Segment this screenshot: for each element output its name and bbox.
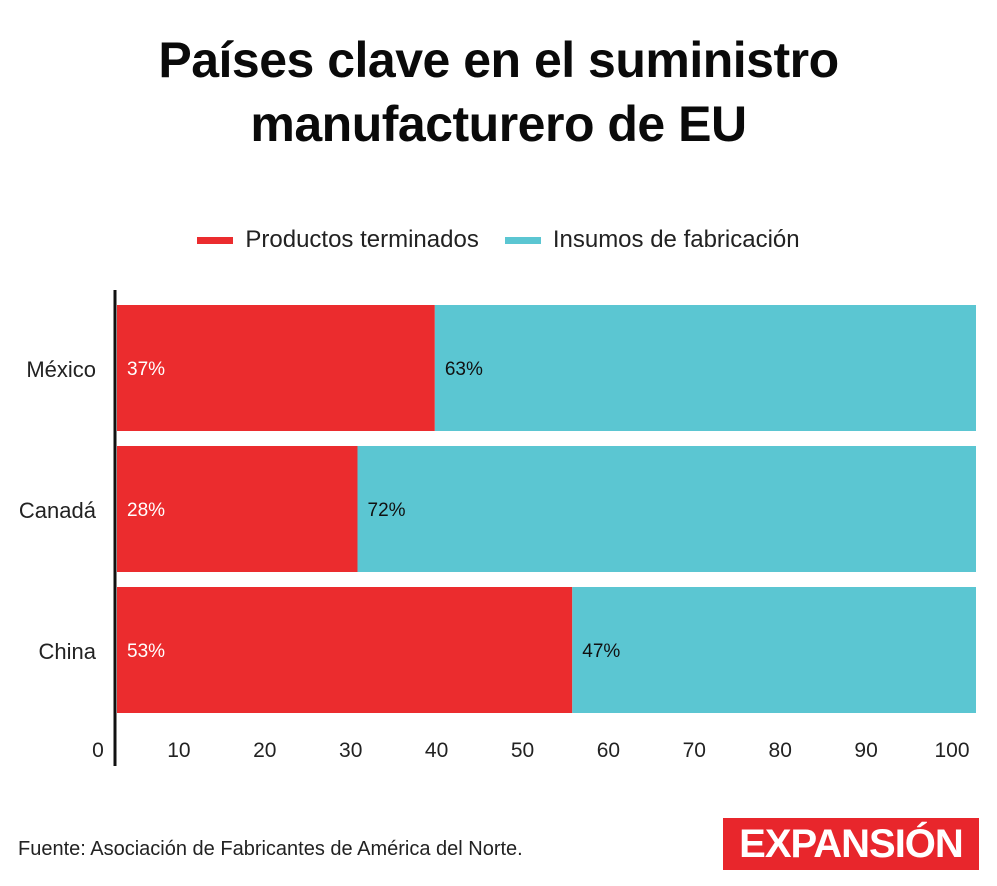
x-tick-label-8: 80 [769, 739, 792, 762]
data-label-terminados-0: 37% [127, 359, 165, 380]
legend-label-terminados: Productos terminados [245, 226, 479, 253]
bar-terminados-1 [117, 446, 358, 572]
chart-title-line-2: manufacturero de EU [250, 96, 747, 152]
data-label-insumos-0: 63% [445, 359, 483, 380]
legend-item-terminados: Productos terminados [197, 226, 479, 254]
x-tick-label-3: 30 [339, 739, 362, 762]
x-tick-label-2: 20 [253, 739, 276, 762]
category-label-0: México [26, 357, 96, 382]
chart-title-line-1: Países clave en el suministro [158, 32, 839, 88]
data-label-terminados-1: 28% [127, 500, 165, 521]
category-label-1: Canadá [19, 498, 97, 523]
x-tick-label-4: 40 [425, 739, 448, 762]
legend: Productos terminados Insumos de fabricac… [0, 222, 997, 258]
data-label-insumos-1: 72% [368, 500, 406, 521]
x-tick-label-5: 50 [511, 739, 534, 762]
x-tick-label-7: 70 [683, 739, 706, 762]
data-label-insumos-2: 47% [582, 641, 620, 662]
bar-insumos-0 [434, 305, 977, 431]
expansion-logo: EXPANSIÓN [723, 818, 979, 870]
legend-item-insumos: Insumos de fabricación [504, 226, 800, 254]
legend-label-insumos: Insumos de fabricación [552, 226, 800, 253]
x-tick-label-1: 10 [167, 739, 190, 762]
x-tick-label-9: 90 [854, 739, 877, 762]
x-tick-label-6: 60 [597, 739, 620, 762]
category-label-2: China [39, 639, 97, 664]
chart-title: Países clave en el suministro manufactur… [0, 28, 997, 156]
legend-swatch-insumos [504, 236, 541, 244]
legend-swatch-terminados [197, 236, 234, 244]
bar-insumos-2 [572, 587, 976, 713]
data-label-terminados-2: 53% [127, 641, 165, 662]
bar-terminados-0 [117, 305, 435, 431]
x-tick-label-10: 100 [934, 739, 969, 762]
bar-terminados-2 [117, 587, 573, 713]
source-note: Fuente: Asociación de Fabricantes de Amé… [18, 838, 523, 860]
bar-insumos-1 [357, 446, 976, 572]
x-tick-label-0: 0 [92, 739, 104, 762]
